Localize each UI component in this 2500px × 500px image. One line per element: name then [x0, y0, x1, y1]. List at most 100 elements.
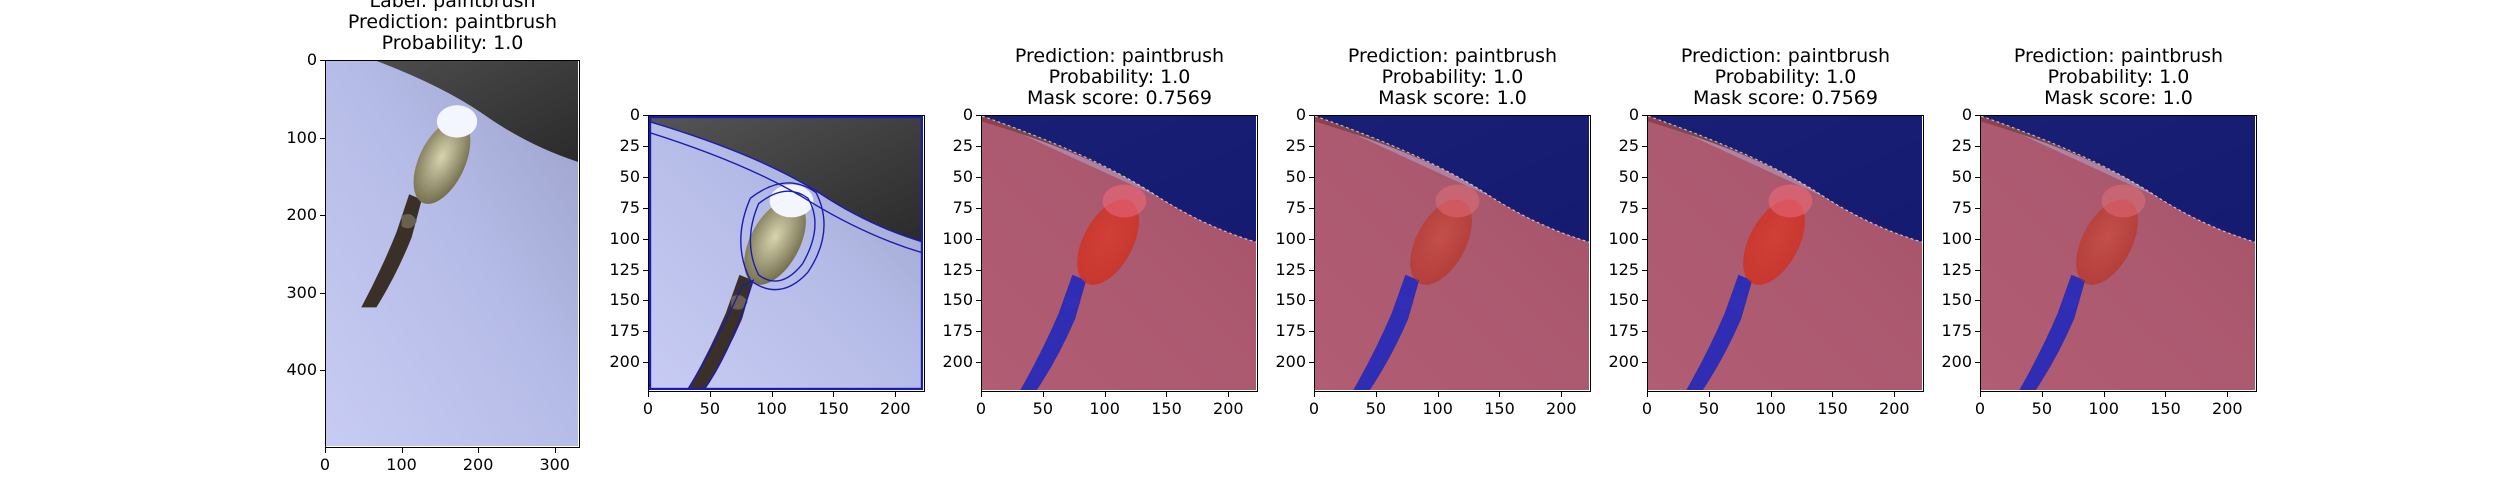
y-tick [1975, 145, 1980, 147]
panel-title-line: Prediction: paintbrush [2013, 45, 2224, 67]
y-tick-label: 150 [1275, 290, 1306, 310]
x-tick [1980, 392, 1981, 397]
y-tick-label: 0 [962, 105, 973, 124]
y-tick [1975, 331, 1980, 333]
panel-title-line: Mask score: 0.7569 [1027, 87, 1212, 109]
image-mask-1 [982, 116, 1256, 390]
y-tick-label: 150 [609, 290, 640, 310]
y-tick-label: 75 [619, 197, 640, 217]
x-tick-label: 200 [462, 455, 494, 474]
y-tick [1309, 300, 1314, 302]
x-tick [2103, 392, 2105, 397]
x-tick-label: 300 [539, 455, 570, 474]
y-tick [1975, 176, 1980, 178]
x-tick-label: 50 [1698, 399, 1719, 418]
image-mask-2 [1315, 116, 1589, 390]
y-tick-label: 25 [1951, 135, 1972, 155]
y-tick-label: 50 [952, 166, 973, 186]
x-tick-label: 0 [1641, 399, 1653, 418]
x-tick [1437, 392, 1439, 397]
x-tick [895, 392, 897, 397]
x-tick [1894, 392, 1896, 397]
y-tick [643, 269, 648, 271]
axes-contours [648, 115, 925, 392]
x-tick [2227, 392, 2229, 397]
x-tick-label: 50 [699, 399, 720, 418]
y-tick-label: 125 [942, 259, 973, 279]
y-tick [320, 215, 325, 217]
y-tick-label: 300 [286, 282, 317, 302]
y-tick [976, 176, 981, 178]
y-tick [643, 176, 648, 178]
x-tick [1375, 392, 1377, 397]
x-tick [771, 392, 773, 397]
x-tick-label: 200 [1546, 399, 1577, 418]
x-tick-label: 100 [2088, 399, 2119, 418]
y-tick-label: 125 [1275, 259, 1306, 279]
x-tick-label: 150 [2150, 399, 2181, 418]
y-tick-label: 150 [1941, 290, 1972, 310]
y-tick-label: 200 [1608, 352, 1639, 372]
y-tick [976, 362, 981, 364]
y-tick [1642, 238, 1647, 240]
y-tick-label: 200 [1275, 352, 1306, 372]
y-tick [1975, 362, 1980, 364]
panel-title-line: Prediction: paintbrush [347, 11, 558, 33]
y-tick [1642, 269, 1647, 271]
panel-title-line: Probability: 1.0 [2047, 66, 2190, 88]
x-tick-label: 200 [2212, 399, 2243, 418]
x-tick [1499, 392, 1501, 397]
y-tick-label: 100 [1941, 228, 1972, 248]
panel-title-line: Mask score: 1.0 [1378, 87, 1527, 109]
x-tick-label: 200 [1213, 399, 1244, 418]
y-tick-label: 50 [619, 166, 640, 186]
y-tick [1309, 269, 1314, 271]
x-tick-label: 100 [1089, 399, 1120, 418]
x-tick [1042, 392, 1044, 397]
x-tick-label: 50 [2031, 399, 2052, 418]
y-tick-label: 75 [952, 197, 973, 217]
panel-title-line: Label: paintbrush [369, 0, 536, 12]
y-tick [1309, 115, 1314, 116]
y-tick-label: 25 [952, 135, 973, 155]
y-tick-label: 50 [1618, 166, 1639, 186]
x-tick [1166, 392, 1168, 397]
x-tick-label: 0 [319, 455, 331, 474]
image-mask-3 [1648, 116, 1922, 390]
y-tick [976, 207, 981, 209]
x-tick [1314, 392, 1315, 397]
panel-title-line: Prediction: paintbrush [1014, 45, 1225, 67]
y-tick-label: 75 [1285, 197, 1306, 217]
x-tick [2165, 392, 2167, 397]
y-tick-label: 0 [1961, 105, 1972, 124]
y-tick-label: 50 [1285, 166, 1306, 186]
y-tick [1975, 115, 1980, 116]
x-tick-label: 150 [1484, 399, 1515, 418]
y-tick-label: 25 [619, 135, 640, 155]
y-tick-label: 100 [1275, 228, 1306, 248]
y-tick [976, 145, 981, 147]
panel-title-line: Mask score: 0.7569 [1693, 87, 1878, 109]
x-tick [709, 392, 711, 397]
y-tick [976, 331, 981, 333]
axes-mask-3 [1647, 115, 1924, 392]
y-tick [643, 300, 648, 302]
y-tick [976, 115, 981, 116]
axes-original [325, 60, 580, 448]
y-tick-label: 175 [609, 321, 640, 341]
y-tick-label: 75 [1951, 197, 1972, 217]
x-tick-label: 200 [880, 399, 911, 418]
y-tick [1309, 207, 1314, 209]
x-tick-label: 150 [1817, 399, 1848, 418]
panel-title-line: Mask score: 1.0 [2044, 87, 2193, 109]
y-tick-label: 25 [1618, 135, 1639, 155]
y-tick-label: 0 [629, 105, 640, 124]
image-contours [649, 116, 923, 390]
x-tick-label: 150 [1151, 399, 1182, 418]
y-tick [1642, 300, 1647, 302]
x-tick-label: 100 [756, 399, 787, 418]
image-mask-4 [1981, 116, 2255, 390]
y-tick-label: 175 [1941, 321, 1972, 341]
x-tick [1770, 392, 1772, 397]
y-tick-label: 125 [1941, 259, 1972, 279]
